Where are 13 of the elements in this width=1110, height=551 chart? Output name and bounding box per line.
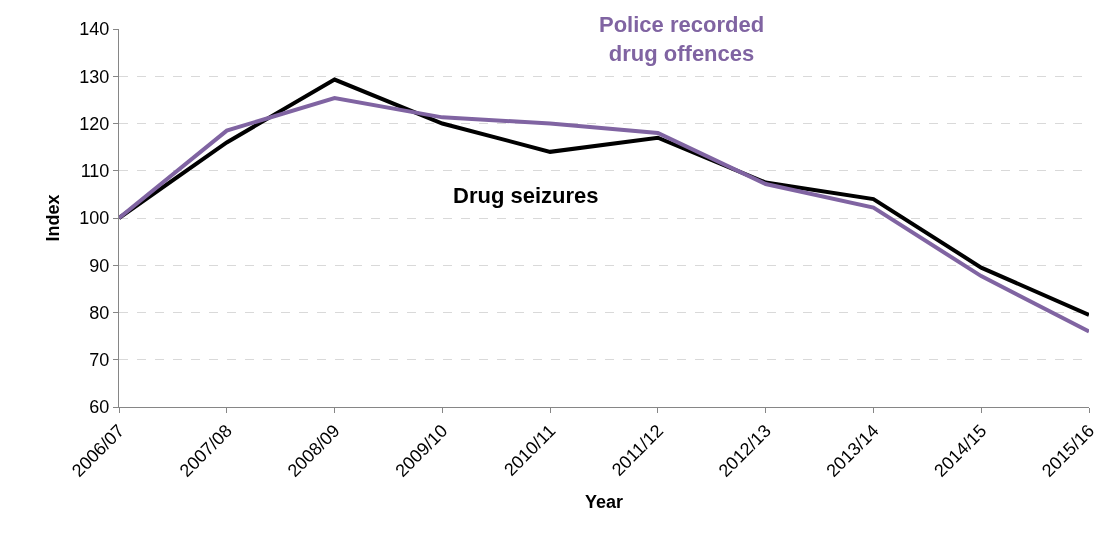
- y-tick-label: 120: [79, 113, 110, 134]
- y-tick-label: 110: [80, 161, 110, 182]
- y-tick-label: 100: [79, 208, 110, 229]
- y-tick-label: 90: [89, 255, 110, 276]
- y-tick-label: 60: [89, 397, 110, 418]
- y-tick-label: 70: [89, 350, 110, 371]
- y-tick-label: 80: [89, 302, 110, 323]
- series-label: Drug seizures: [453, 183, 599, 208]
- y-tick-label: 130: [79, 66, 110, 87]
- x-axis-title: Year: [584, 491, 624, 512]
- y-axis-title: Index: [42, 194, 63, 242]
- text: Police recorded drug offences: [599, 12, 765, 66]
- y-tick-label: 140: [79, 19, 110, 40]
